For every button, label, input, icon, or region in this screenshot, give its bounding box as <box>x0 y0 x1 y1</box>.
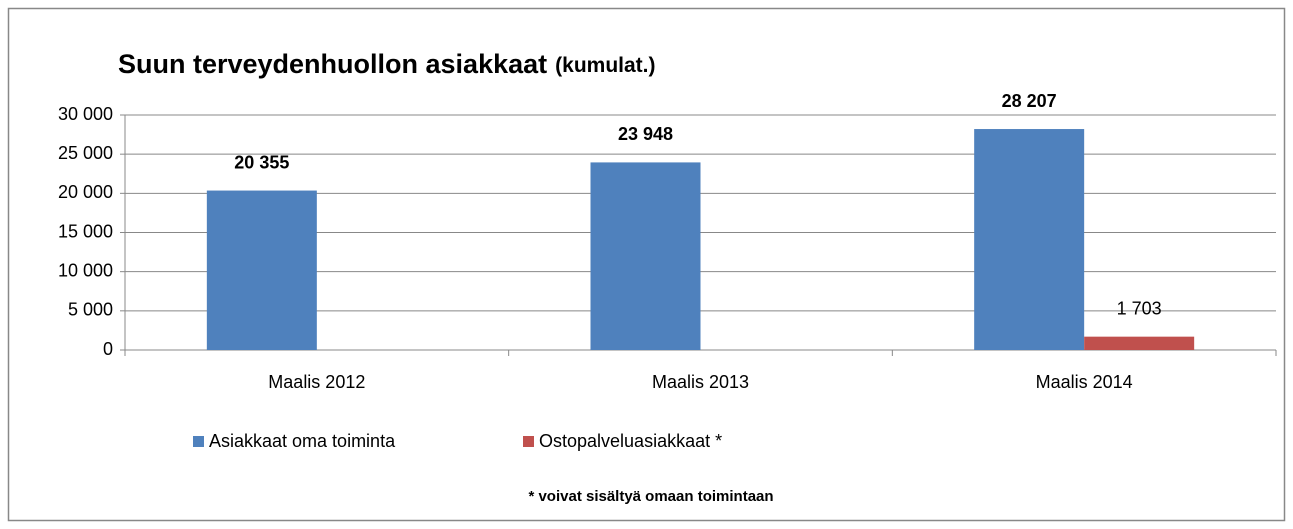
x-tick-label: Maalis 2012 <box>268 372 365 392</box>
data-label: 1 703 <box>1117 298 1162 318</box>
y-tick-label: 20 000 <box>58 182 113 202</box>
data-label: 23 948 <box>618 124 673 144</box>
legend-label: Asiakkaat oma toiminta <box>209 431 396 451</box>
y-tick-label: 15 000 <box>58 221 113 241</box>
y-tick-label: 0 <box>103 339 113 359</box>
title-main: Suun terveydenhuollon asiakkaat <box>118 49 547 79</box>
footnote: * voivat sisältyä omaan toimintaan <box>528 488 773 505</box>
legend-swatch <box>193 436 204 447</box>
y-tick-label: 5 000 <box>68 300 113 320</box>
x-tick-label: Maalis 2013 <box>652 372 749 392</box>
legend-label: Ostopalveluasiakkaat * <box>539 431 722 451</box>
bar <box>974 129 1085 350</box>
legend-swatch <box>523 436 534 447</box>
title-note: (kumulat.) <box>555 54 655 77</box>
bar <box>1084 336 1195 350</box>
y-tick-label: 10 000 <box>58 260 113 280</box>
y-tick-label: 25 000 <box>58 143 113 163</box>
bar <box>206 190 317 350</box>
data-label: 28 207 <box>1002 91 1057 111</box>
chart-title: Suun terveydenhuollon asiakkaat (kumulat.… <box>118 49 655 79</box>
data-label: 20 355 <box>234 152 289 172</box>
y-tick-label: 30 000 <box>58 104 113 124</box>
x-tick-label: Maalis 2014 <box>1036 372 1133 392</box>
bar <box>590 162 701 350</box>
